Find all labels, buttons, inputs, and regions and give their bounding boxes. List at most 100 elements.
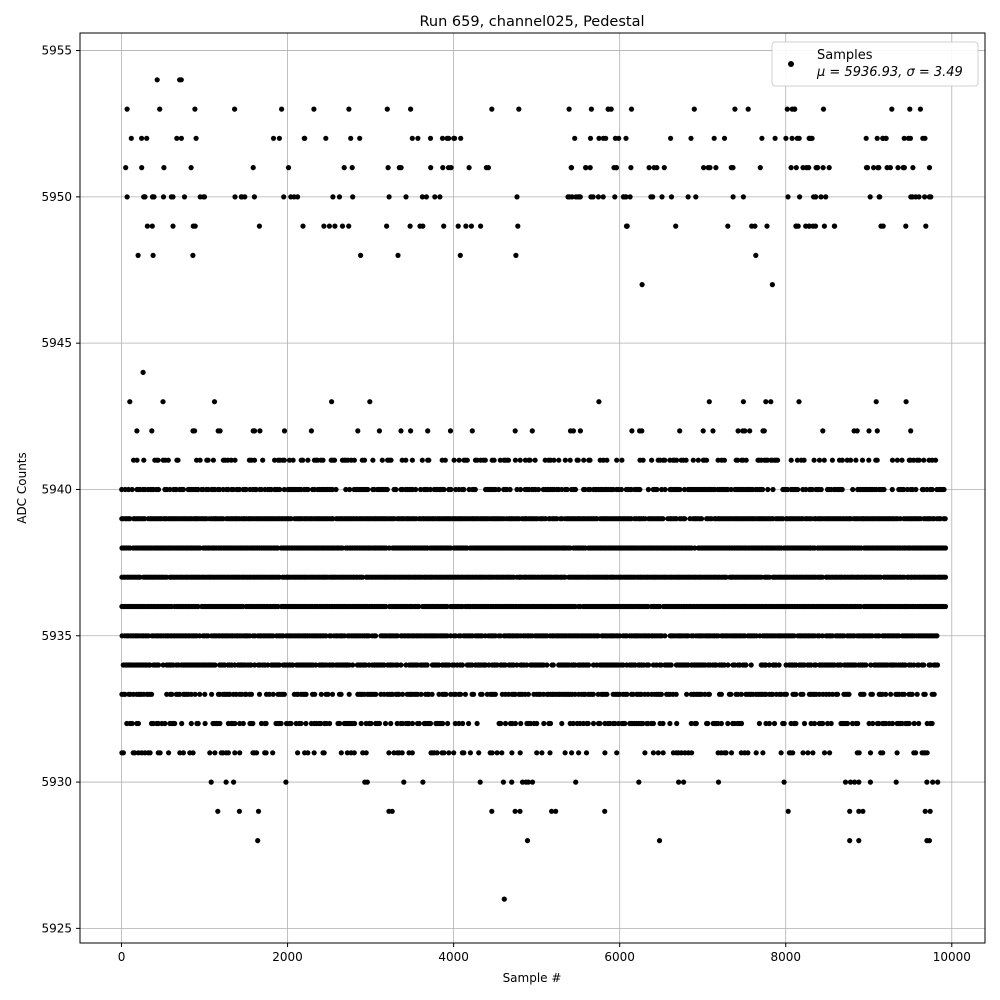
data-point [489,750,495,756]
data-point [346,223,352,229]
data-point [657,603,663,610]
data-point [502,720,509,727]
data-point [624,691,630,697]
data-point [125,486,132,493]
data-point [281,194,287,200]
data-point [889,720,896,727]
data-point [318,720,324,727]
data-point [311,750,317,756]
data-point [929,486,935,493]
data-point [723,750,729,756]
data-point [705,720,711,727]
data-point [517,486,524,493]
data-point [491,457,497,463]
data-point [128,135,134,141]
data-point [748,662,754,668]
data-point [587,486,593,493]
data-point [439,135,446,141]
data-point [784,486,791,493]
data-point [474,720,480,727]
data-point [325,691,331,697]
data-point [295,750,301,756]
y-axis-ticks: 5925 5930 5935 5940 5945 5950 5955 [41,44,80,935]
data-point [532,457,538,463]
data-point [367,399,373,405]
data-point [288,720,294,727]
data-point [628,165,634,171]
data-point [654,486,660,493]
data-point [884,165,890,171]
data-point [903,223,909,229]
data-point [820,720,826,727]
data-point [188,720,194,727]
y-tick-label: 5945 [41,336,72,350]
data-point [760,486,766,493]
data-point [688,720,694,727]
data-point [596,399,602,405]
data-point [348,135,354,141]
data-point [252,428,258,434]
data-point [600,194,606,200]
data-point [614,750,620,756]
data-point [464,457,470,463]
data-point [778,750,784,756]
data-point [793,165,799,171]
data-point [525,691,532,697]
data-point [251,194,257,200]
data-point [595,633,601,639]
data-point [769,282,776,288]
data-point [797,194,803,200]
data-point [871,165,877,171]
data-point [266,691,272,697]
data-point [135,720,141,727]
data-point [160,399,166,405]
data-point [911,720,917,727]
data-point [573,779,579,785]
data-point [232,194,238,200]
data-point [164,691,170,697]
data-point [385,165,391,171]
data-point [575,457,581,463]
data-point [659,194,665,200]
data-point [707,165,713,171]
data-point [311,106,317,112]
data-point [383,603,389,610]
data-point [193,135,199,141]
data-point [901,135,907,141]
data-point [499,750,505,756]
data-point [660,750,666,756]
data-point [341,165,347,171]
data-point [770,691,776,697]
data-point [446,662,452,668]
data-point [819,633,826,639]
data-point [489,106,495,112]
data-point [359,574,366,580]
data-point [662,486,668,493]
data-point [868,662,874,668]
data-point [640,720,646,727]
data-point [313,662,319,668]
data-point [801,457,807,463]
data-point [517,808,523,814]
data-point [930,779,936,785]
data-point [728,486,734,493]
data-point [695,457,701,463]
data-point [699,516,705,522]
data-point [789,135,795,141]
data-point [361,457,368,463]
data-point [587,457,593,463]
data-point [483,165,489,171]
data-point [231,779,237,785]
data-point [394,633,400,639]
data-point [251,457,258,463]
data-point [169,691,175,697]
data-point [403,457,409,463]
data-point [788,165,794,171]
data-point [166,750,172,756]
data-point [839,486,845,493]
data-point [265,662,271,668]
data-point [476,750,482,756]
data-point [803,223,809,229]
data-point [124,106,130,112]
data-point [547,750,553,756]
